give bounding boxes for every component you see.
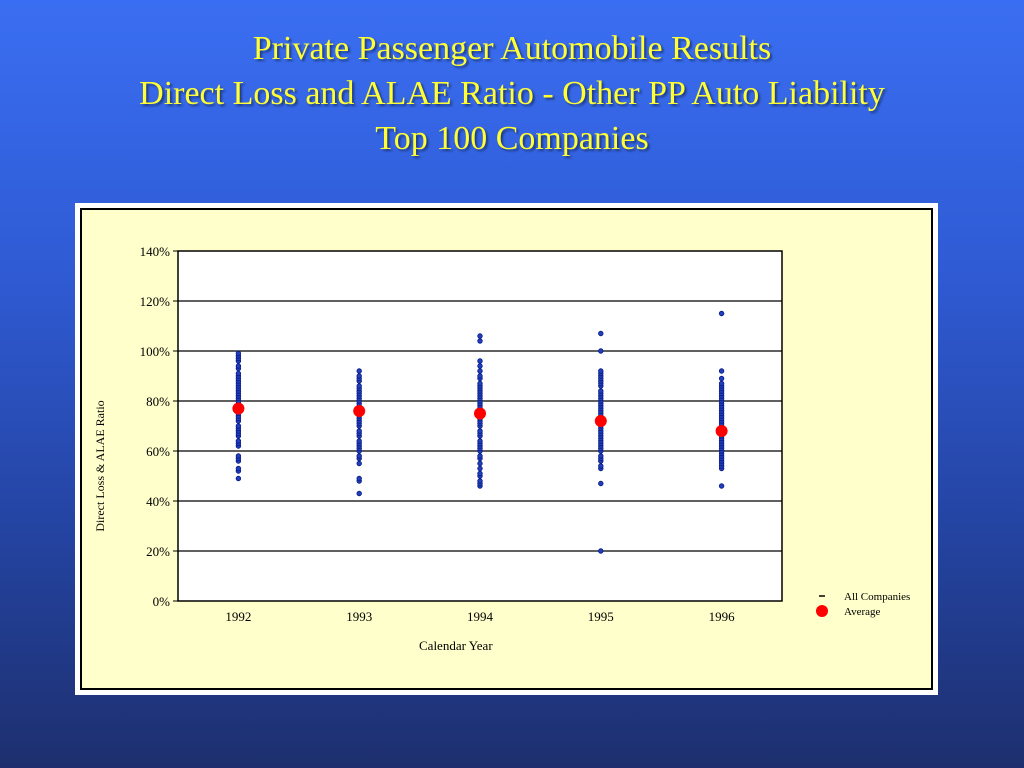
company-point [477, 368, 483, 374]
y-tick-label: 60% [146, 444, 170, 459]
y-tick-label: 20% [146, 544, 170, 559]
x-tick-label: 1996 [709, 609, 736, 624]
company-point [598, 330, 604, 337]
company-point [235, 423, 242, 429]
y-axis-title: Direct Loss & ALAE Ratio [93, 400, 107, 531]
slide-title: Private Passenger Automobile Results Dir… [0, 26, 1024, 161]
title-line-1: Private Passenger Automobile Results [252, 30, 772, 67]
average-point [353, 405, 366, 417]
x-tick-label: 1993 [346, 609, 372, 624]
average-point [232, 402, 245, 415]
company-point [477, 333, 483, 339]
legend-label-all-companies: All Companies [844, 591, 910, 603]
chart-panel: 0% 20% 40% 60% 80% 100% 120% 140% 1992 1993 1994 19… [80, 208, 933, 690]
company-point [356, 475, 362, 482]
company-point [477, 465, 483, 472]
legend-label-average: Average [844, 606, 881, 618]
company-point [718, 375, 725, 382]
company-point [356, 490, 362, 497]
company-point [356, 428, 362, 434]
company-point [356, 368, 362, 374]
company-point [356, 453, 362, 459]
company-point [598, 368, 604, 374]
average-point [715, 425, 728, 437]
company-point [477, 358, 483, 364]
x-tick-label: 1994 [467, 609, 494, 624]
company-point [477, 453, 483, 459]
title-line-2: Direct Loss and ALAE Ratio - Other PP Au… [139, 75, 885, 112]
company-point [356, 460, 362, 467]
company-point [477, 373, 483, 379]
company-point [598, 388, 604, 394]
company-point [477, 478, 483, 484]
company-point [598, 453, 604, 459]
company-point [235, 465, 242, 472]
company-point [235, 370, 242, 377]
company-point [718, 368, 725, 374]
company-point [477, 460, 483, 467]
company-point [356, 373, 362, 379]
company-point [598, 480, 604, 487]
title-line-3: Top 100 Companies [375, 120, 649, 157]
y-tick-label: 40% [146, 494, 170, 509]
company-point [235, 438, 242, 444]
company-point [598, 548, 604, 554]
company-point [235, 350, 242, 357]
company-point [477, 428, 483, 434]
company-point [235, 453, 242, 459]
company-point [477, 438, 483, 444]
company-point [477, 380, 483, 387]
company-point [598, 463, 604, 469]
x-tick-label: 1995 [588, 609, 614, 624]
x-axis-title: Calendar Year [419, 638, 493, 653]
company-point [598, 348, 604, 354]
company-point [356, 383, 362, 389]
company-point [477, 363, 483, 369]
company-point [235, 475, 242, 482]
y-tick-label: 120% [140, 294, 171, 309]
scatter-chart: 0% 20% 40% 60% 80% 100% 120% 140% 1992 1993 1994 19… [93, 244, 910, 653]
company-point [235, 363, 242, 369]
company-point [718, 310, 725, 317]
average-point [474, 407, 486, 420]
company-point [356, 438, 362, 444]
legend-marker-average [816, 605, 828, 617]
company-point [477, 470, 483, 477]
y-tick-label: 100% [140, 344, 171, 359]
company-point [718, 380, 725, 387]
company-point [477, 338, 483, 344]
y-tick-label: 0% [153, 594, 171, 609]
average-point [594, 415, 607, 427]
y-tick-label: 140% [140, 244, 171, 259]
company-point [718, 483, 725, 489]
y-tick-label: 80% [146, 394, 170, 409]
plot-border [177, 250, 783, 602]
x-tick-label: 1992 [225, 609, 251, 624]
chart-frame: 0% 20% 40% 60% 80% 100% 120% 140% 1992 1993 1994 19… [75, 203, 938, 695]
